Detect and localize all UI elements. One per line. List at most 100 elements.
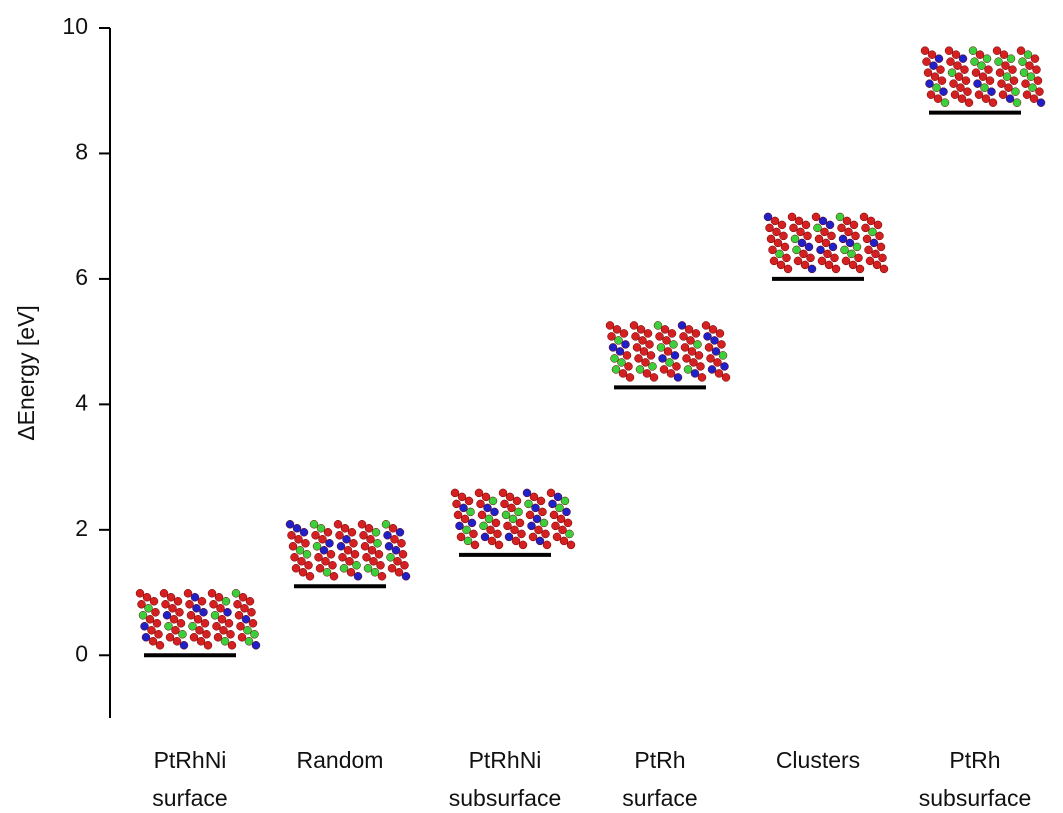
atom (467, 508, 475, 516)
atom (296, 546, 304, 554)
atom (155, 630, 163, 638)
atom (1036, 88, 1044, 96)
atom (505, 533, 513, 541)
atom (778, 221, 786, 229)
atom (805, 243, 813, 251)
atom (718, 340, 726, 348)
atom (142, 633, 150, 641)
atom (337, 542, 345, 550)
atom (945, 47, 953, 55)
atom (684, 365, 692, 373)
atom (387, 553, 395, 561)
atom (299, 568, 307, 576)
atom (802, 221, 810, 229)
atom (664, 347, 672, 355)
atom (958, 95, 966, 103)
atom (961, 66, 969, 74)
atom (982, 95, 990, 103)
atom (336, 531, 344, 539)
atom (516, 519, 524, 527)
atom (453, 500, 461, 508)
atom (993, 47, 1001, 55)
atom (613, 325, 621, 333)
atom (798, 239, 806, 247)
atom (831, 254, 839, 262)
atom (485, 515, 493, 523)
atom (636, 365, 644, 373)
atom (549, 500, 557, 508)
atom (136, 589, 144, 597)
atom (364, 564, 372, 572)
atom (620, 329, 628, 337)
atom (305, 561, 313, 569)
atom (633, 343, 641, 351)
y-axis-label: ΔEnergy [eV] (13, 305, 39, 441)
atom (165, 622, 173, 630)
atom (350, 539, 358, 547)
atom (777, 261, 785, 269)
atom (654, 321, 662, 329)
atom (371, 568, 379, 576)
atom (399, 550, 407, 558)
atom (238, 633, 246, 641)
atom (509, 515, 517, 523)
atom (326, 539, 334, 547)
atom (235, 611, 243, 619)
atom (539, 508, 547, 516)
atom (559, 526, 567, 534)
atom (1027, 73, 1035, 81)
atom (313, 542, 321, 550)
atom (704, 332, 712, 340)
atom (536, 537, 544, 545)
atom (646, 340, 654, 348)
atom (950, 80, 958, 88)
atom (690, 358, 698, 366)
atom (921, 47, 929, 55)
atom (941, 99, 949, 107)
atom (1023, 91, 1031, 99)
atom (153, 619, 161, 627)
atom (528, 522, 536, 530)
atom (203, 630, 211, 638)
atom (177, 619, 185, 627)
atom (784, 265, 792, 273)
atom (303, 550, 311, 558)
atom (656, 332, 664, 340)
atom (564, 519, 572, 527)
y-tick-label: 2 (75, 515, 88, 541)
atom (491, 508, 499, 516)
atom (694, 340, 702, 348)
atom (392, 546, 400, 554)
atom (504, 522, 512, 530)
atom (222, 597, 230, 605)
atom (630, 321, 638, 329)
atom (1037, 99, 1045, 107)
atom (1024, 51, 1032, 59)
atom (954, 62, 962, 70)
atom (649, 362, 657, 370)
atom (319, 535, 327, 543)
atom (398, 539, 406, 547)
atom (955, 73, 963, 81)
atom (999, 91, 1007, 99)
atom (685, 325, 693, 333)
atom (618, 358, 626, 366)
atom (477, 500, 485, 508)
atom (170, 615, 178, 623)
atom (540, 519, 548, 527)
atom (964, 88, 972, 96)
atom (193, 604, 201, 612)
atom (143, 593, 151, 601)
atom (194, 615, 202, 623)
atom (456, 522, 464, 530)
atom (344, 546, 352, 554)
atom (251, 630, 259, 638)
atom (330, 572, 338, 580)
atom (289, 542, 297, 550)
atom (480, 522, 488, 530)
atom (609, 343, 617, 351)
atom (351, 550, 359, 558)
atom (715, 369, 723, 377)
atom (529, 533, 537, 541)
atom (937, 66, 945, 74)
